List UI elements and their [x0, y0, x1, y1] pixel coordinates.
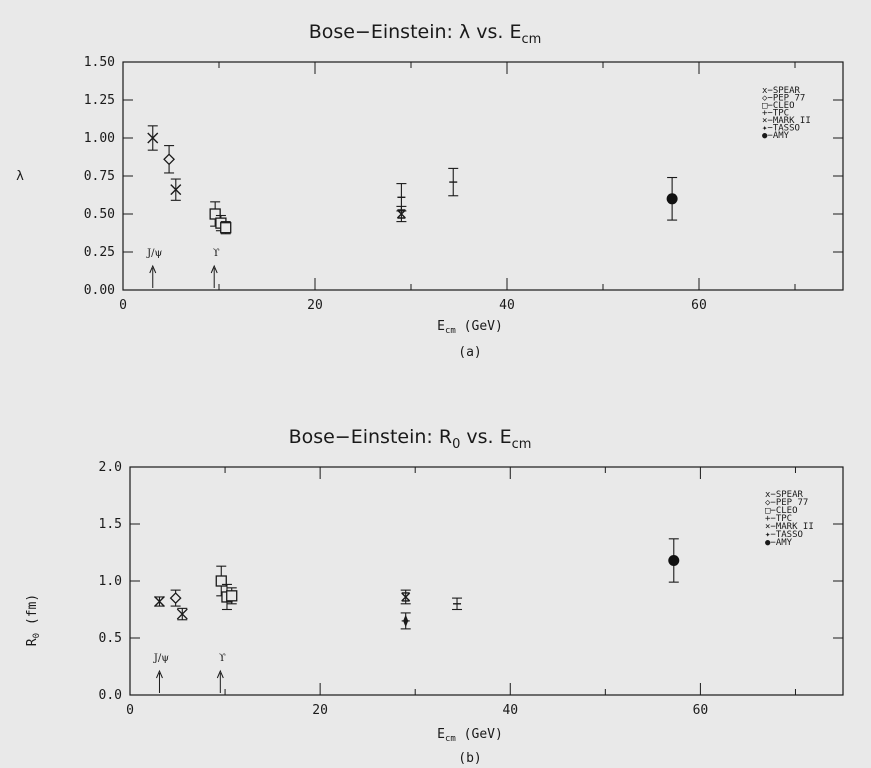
- y-tick-label: 2.0: [99, 460, 122, 475]
- annotation-arrowhead: [156, 669, 163, 679]
- data-point: [396, 205, 407, 223]
- x-tick-label: 0: [119, 298, 127, 313]
- y-tick-label: 0.50: [84, 207, 115, 222]
- data-point: [226, 587, 238, 605]
- legend-entry: ◇−PEP 77: [765, 498, 808, 508]
- legend-entry: ⨯−MARK II: [762, 116, 811, 126]
- marker-cross: [170, 184, 182, 196]
- x-tick-label: 0: [126, 703, 134, 718]
- data-point: [163, 145, 175, 174]
- x-axis-label: Ecm (GeV): [437, 319, 503, 336]
- chart-title: Bose−Einstein: λ vs. Ecm: [309, 21, 542, 47]
- y-tick-label: 0.00: [84, 283, 115, 298]
- legend-entry: x−SPEAR: [762, 86, 801, 96]
- y-tick-label: 1.00: [84, 131, 115, 146]
- data-point: [176, 607, 188, 621]
- legend-entry: ✦−TASSO: [762, 124, 800, 134]
- y-axis-label: λ: [16, 169, 24, 184]
- marker-diamond: [169, 592, 182, 605]
- data-point: [215, 565, 227, 597]
- marker-xbox: [396, 209, 406, 219]
- annotation-label: ϒ: [213, 248, 220, 259]
- data-point: [147, 125, 159, 151]
- x-tick-label: 20: [307, 298, 323, 313]
- panel-label: (a): [458, 345, 481, 360]
- marker-xbox: [401, 592, 411, 602]
- x-axis-label: Ecm (GeV): [437, 727, 503, 744]
- x-tick-label: 60: [693, 703, 709, 718]
- legend-entry: ◇−PEP 77: [762, 94, 805, 104]
- data-point: [220, 221, 232, 235]
- x-tick-label: 40: [502, 703, 518, 718]
- data-point: [400, 612, 411, 630]
- data-point: [170, 178, 182, 201]
- data-point: [169, 589, 182, 607]
- legend-entry: □−CLEO: [762, 101, 795, 111]
- legend-entry: ✦−TASSO: [765, 530, 803, 540]
- legend-entry: +−TPC: [762, 109, 789, 119]
- legend-entry: ●−AMY: [762, 131, 790, 141]
- chart-title: Bose−Einstein: R0 vs. Ecm: [289, 426, 532, 452]
- annotation-arrowhead: [216, 669, 224, 679]
- data-point: [666, 176, 678, 221]
- marker-dot: [668, 554, 680, 566]
- x-tick-label: 60: [691, 298, 707, 313]
- marker-square: [220, 222, 232, 234]
- y-tick-label: 1.50: [84, 55, 115, 70]
- marker-square: [209, 208, 221, 220]
- panel-label: (b): [458, 751, 481, 766]
- data-point: [452, 597, 463, 611]
- legend-entry: x−SPEAR: [765, 490, 804, 500]
- legend-entry: +−TPC: [765, 514, 792, 524]
- y-tick-label: 0.0: [99, 688, 122, 703]
- annotation-arrowhead: [149, 264, 157, 274]
- y-tick-label: 1.25: [84, 93, 115, 108]
- panel-a: Bose−Einstein: λ vs. Ecm λ Ecm (GeV) (a)…: [16, 21, 844, 360]
- marker-square: [215, 575, 227, 587]
- y-axis-label: R0 (fm): [25, 594, 42, 646]
- marker-dot: [666, 193, 678, 205]
- x-tick-label: 20: [312, 703, 328, 718]
- legend-entry: □−CLEO: [765, 506, 798, 516]
- annotation-arrowhead: [210, 264, 218, 274]
- y-tick-label: 1.0: [99, 574, 122, 589]
- data-point: [153, 596, 165, 608]
- marker-square: [226, 590, 238, 602]
- data-point: [400, 589, 411, 605]
- annotation-label: J/ψ: [146, 248, 162, 259]
- annotation-label: J/ψ: [153, 653, 169, 664]
- annotation-label: ϒ: [219, 653, 226, 664]
- data-point: [668, 538, 680, 583]
- y-tick-label: 0.5: [99, 631, 122, 646]
- marker-cross: [176, 608, 188, 620]
- y-tick-label: 0.75: [84, 169, 115, 184]
- panel-b: Bose−Einstein: R0 vs. Ecm R0 (fm) Ecm (G…: [25, 426, 844, 766]
- y-tick-label: 0.25: [84, 245, 115, 260]
- plot-frame: [122, 61, 844, 291]
- plot-frame: [129, 466, 844, 696]
- legend-entry: ⨯−MARK II: [765, 522, 814, 532]
- x-tick-label: 40: [499, 298, 515, 313]
- marker-diamond: [163, 153, 175, 166]
- y-tick-label: 1.5: [99, 517, 122, 532]
- data-point: [448, 167, 459, 197]
- legend-entry: ●−AMY: [765, 538, 793, 548]
- marker-cross: [153, 596, 165, 608]
- marker-cross: [147, 132, 159, 144]
